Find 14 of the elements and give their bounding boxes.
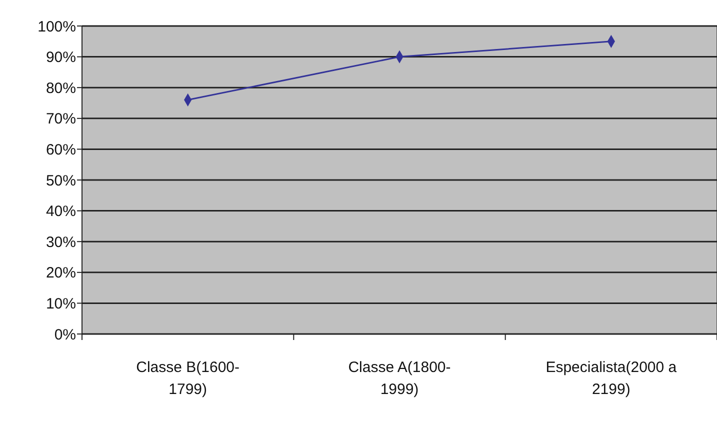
y-tick-label: 10% xyxy=(46,295,76,312)
y-tick-label: 30% xyxy=(46,234,76,251)
x-tick-label: Classe A(1800-1999) xyxy=(348,359,451,398)
y-tick-label: 90% xyxy=(46,49,76,66)
y-tick-label: 50% xyxy=(46,172,76,190)
x-tick-label: Especialista(2000 a 2199) xyxy=(546,359,678,398)
y-tick-label: 40% xyxy=(46,203,76,220)
y-tick-label: 100% xyxy=(38,18,76,36)
y-tick-label: 70% xyxy=(46,110,76,128)
y-tick-label: 60% xyxy=(46,141,76,158)
y-tick-label: 20% xyxy=(46,264,76,282)
y-tick-label: 80% xyxy=(46,80,76,97)
x-tick-label: Classe B(1600-1799) xyxy=(136,359,240,398)
y-tick-label: 0% xyxy=(54,326,76,344)
